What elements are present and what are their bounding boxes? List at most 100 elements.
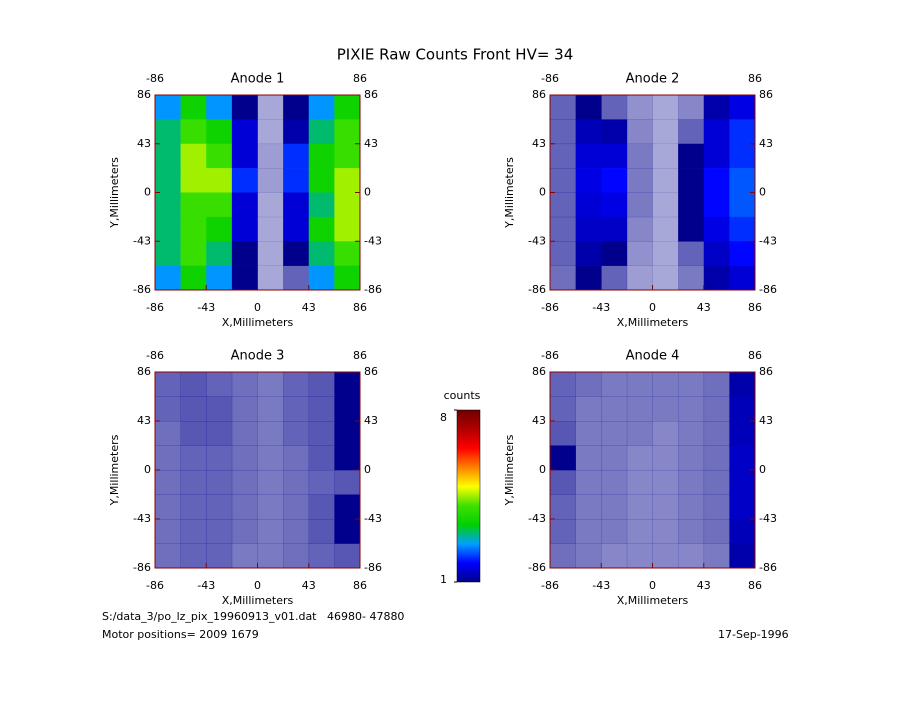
heat-cell [283, 143, 310, 169]
x2-tick-label: -86 [146, 349, 164, 362]
heat-cell [231, 216, 258, 242]
footer-file: S:/data_3/po_lz_pix_19960913_v01.dat 469… [102, 610, 404, 623]
y-tick-label: 43 [532, 414, 546, 427]
y2-tick-label: -86 [759, 283, 777, 296]
panel-title: Anode 3 [231, 349, 285, 364]
heat-cell [283, 168, 310, 193]
heat-cell [206, 241, 233, 266]
heat-cell [703, 421, 730, 446]
heat-cell [308, 95, 335, 120]
panel-title: Anode 2 [626, 72, 680, 87]
heat-cell [626, 216, 653, 242]
heat-cell [283, 543, 310, 569]
heat-cell [601, 470, 628, 495]
y2-tick-label: -43 [759, 234, 777, 247]
x-tick-label: 0 [254, 301, 261, 314]
heat-cell [678, 119, 705, 145]
heat-cell [155, 494, 181, 520]
y2-tick-label: 43 [759, 137, 773, 150]
heat-cell [601, 396, 628, 422]
heat-cell [283, 192, 310, 218]
y-tick-label: 86 [137, 88, 151, 101]
heat-cell [283, 494, 310, 520]
heat-cell [550, 494, 576, 520]
heat-cell [155, 143, 181, 169]
heat-cell [575, 241, 602, 266]
heat-cell [231, 241, 258, 266]
x-tick-label: 43 [302, 579, 316, 592]
heat-cell [180, 241, 207, 266]
heat-cell [703, 241, 730, 266]
heat-cell [180, 470, 207, 495]
heat-cell [626, 470, 653, 495]
heat-cell [678, 396, 705, 422]
heat-cell [626, 372, 653, 397]
heat-cell [334, 396, 361, 422]
heat-cell [155, 396, 181, 422]
heat-cell [334, 168, 361, 193]
heat-cell [729, 95, 756, 120]
x-tick-label: 86 [748, 301, 762, 314]
heat-cell [155, 265, 181, 291]
y-axis-label: Y,Millimeters [503, 157, 516, 229]
heat-cell [155, 95, 181, 120]
heat-cell [334, 95, 361, 120]
heat-cell [283, 445, 310, 471]
heat-cell [729, 168, 756, 193]
heat-cell [729, 216, 756, 242]
y2-tick-label: -86 [364, 561, 382, 574]
heat-cell [155, 168, 181, 193]
heat-cell [626, 265, 653, 291]
heat-cell [550, 519, 576, 544]
heat-cell [703, 470, 730, 495]
heat-cell [678, 265, 705, 291]
heat-cell [626, 192, 653, 218]
heat-cell [703, 119, 730, 145]
heat-cell [652, 265, 679, 291]
heat-cell [206, 470, 233, 495]
heat-cell [678, 543, 705, 569]
heat-cell [257, 519, 284, 544]
heat-cell [231, 143, 258, 169]
y2-tick-label: 43 [759, 414, 773, 427]
heat-cell [550, 470, 576, 495]
x2-tick-label: 86 [353, 349, 367, 362]
heat-cell [550, 192, 576, 218]
heat-cell [308, 543, 335, 569]
heat-cell [155, 372, 181, 397]
heat-cell [652, 519, 679, 544]
heat-cell [626, 119, 653, 145]
heat-cell [334, 372, 361, 397]
heat-cell [729, 265, 756, 291]
heat-cell [283, 372, 310, 397]
heat-cell [334, 494, 361, 520]
heat-cell [652, 95, 679, 120]
heat-cell [601, 192, 628, 218]
y2-tick-label: 0 [364, 463, 371, 476]
heat-cell [678, 519, 705, 544]
heat-cell [334, 543, 361, 569]
heat-cell [206, 543, 233, 569]
heat-cell [308, 192, 335, 218]
heat-cell [231, 119, 258, 145]
heat-cell [729, 494, 756, 520]
y-axis-label: Y,Millimeters [108, 434, 121, 506]
heat-cell [334, 192, 361, 218]
heat-cell [601, 519, 628, 544]
colorbar-label: counts [444, 389, 481, 402]
heat-cell [206, 168, 233, 193]
heat-cell [703, 192, 730, 218]
heat-cell [729, 543, 756, 569]
heat-cell [334, 143, 361, 169]
heat-cell [257, 119, 284, 145]
heat-cell [206, 445, 233, 471]
heat-cell [652, 543, 679, 569]
heat-cell [575, 168, 602, 193]
footer-motor: Motor positions= 2009 1679 [102, 628, 259, 641]
heat-cell [257, 372, 284, 397]
heat-cell [334, 519, 361, 544]
x-tick-label: -43 [592, 301, 610, 314]
panel-title: Anode 4 [626, 349, 680, 364]
heat-cell [180, 95, 207, 120]
heat-cell [729, 470, 756, 495]
